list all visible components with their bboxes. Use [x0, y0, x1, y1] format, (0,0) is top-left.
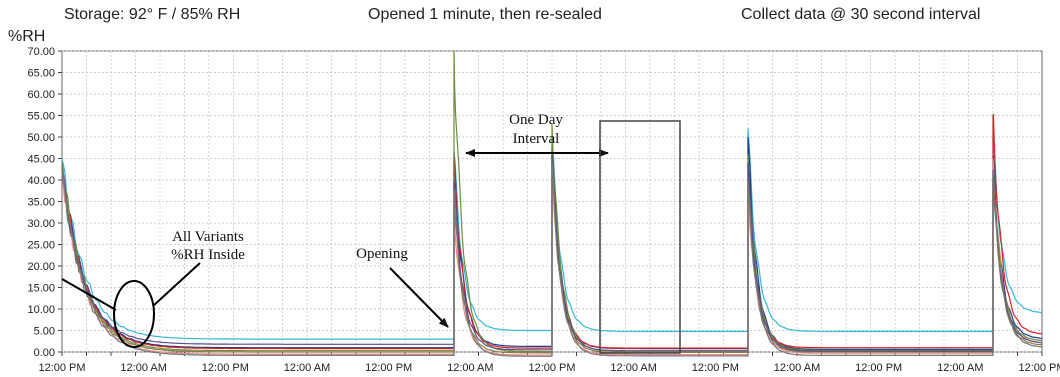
x-tick-label: 12:00 AM [937, 362, 983, 374]
x-tick-label: 12:00 PM [1018, 362, 1060, 374]
collect-caption: Collect data @ 30 second interval [741, 6, 981, 23]
x-tick-label: 12:00 AM [774, 362, 820, 374]
x-tick-label: 12:00 AM [120, 362, 166, 374]
y-tick-label: 45.00 [27, 154, 55, 166]
y-tick-label: 35.00 [27, 197, 55, 209]
y-tick-label: 65.00 [27, 68, 55, 80]
series-line [61, 162, 1042, 357]
y-tick-label: 55.00 [27, 111, 55, 123]
x-tick-label: 12:00 PM [528, 362, 575, 374]
x-tick-label: 12:00 PM [202, 362, 249, 374]
one-day-label-line1: One Day [509, 112, 563, 128]
y-tick-label: 0.00 [34, 347, 55, 359]
storage-caption: Storage: 92° F / 85% RH [64, 6, 241, 23]
all-variants-ellipse [113, 280, 155, 348]
y-tick-label: 10.00 [27, 304, 55, 316]
x-tick-label: 12:00 PM [365, 362, 412, 374]
opening-arrow [389, 267, 449, 328]
ellipse-pointer-right [152, 262, 201, 307]
highlight-box [599, 120, 681, 354]
all-variants-label-line1: All Variants [172, 229, 244, 245]
opened-caption: Opened 1 minute, then re-sealed [368, 6, 602, 23]
x-tick-label: 12:00 PM [692, 362, 739, 374]
all-variants-label-line2: %RH Inside [171, 247, 245, 263]
y-tick-label: 70.00 [27, 46, 55, 58]
y-tick-label: 15.00 [27, 283, 55, 295]
y-tick-label: 50.00 [27, 132, 55, 144]
y-axis-label: %RH [8, 28, 45, 45]
y-tick-label: 5.00 [34, 326, 55, 338]
one-day-label-line2: Interval [513, 131, 560, 147]
y-tick-label: 20.00 [27, 261, 55, 273]
y-tick-label: 40.00 [27, 175, 55, 187]
series-line [61, 154, 1042, 352]
series-line [61, 158, 1043, 356]
y-tick-label: 60.00 [27, 89, 55, 101]
x-tick-label: 12:00 AM [284, 362, 330, 374]
y-tick-label: 30.00 [27, 218, 55, 230]
x-tick-label: 12:00 AM [447, 362, 493, 374]
x-tick-label: 12:00 PM [855, 362, 902, 374]
series-line [61, 113, 1042, 350]
x-tick-label: 12:00 AM [610, 362, 656, 374]
ellipse-pointer-left [61, 278, 117, 311]
opening-label: Opening [356, 246, 408, 262]
y-tick-label: 25.00 [27, 240, 55, 252]
x-tick-label: 12:00 PM [38, 362, 85, 374]
